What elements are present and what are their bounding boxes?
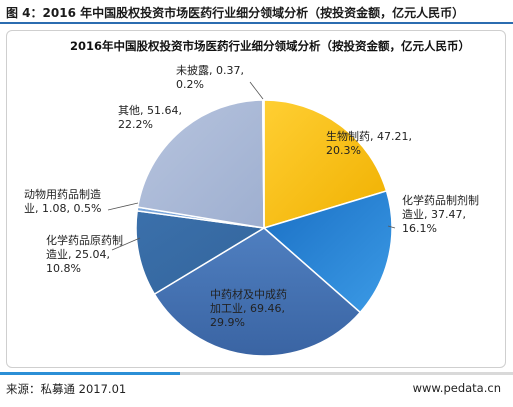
slice-label-4: 化学药品原药制造业, 25.04, 10.8% [46,233,123,275]
bottom-rule [0,372,513,375]
leader-line-5 [107,202,139,211]
pie-slice-6 [136,99,265,229]
source-note: 来源：私募通 2017.01 [6,382,127,396]
top-rule [0,22,513,24]
pie-slice-4 [135,209,267,296]
pie-slice-3 [153,227,362,357]
leader-line-7 [249,81,264,100]
website-link[interactable]: www.pedata.cn [412,381,501,395]
slice-label-7: 未披露, 0.37, 0.2% [176,63,244,91]
slice-label-2: 化学药品制剂制造业, 37.47, 16.1% [402,193,479,235]
slice-label-6: 其他, 51.64, 22.2% [118,104,182,131]
pie-slice-2 [262,190,393,314]
bottom-rule-accent [0,372,180,375]
chart-title: 2016年中国股权投资市场医药行业细分领域分析（按投资金额，亿元人民币） [69,39,470,53]
figure-title: 图 4：2016 年中国股权投资市场医药行业细分领域分析（按投资金额，亿元人民币… [6,6,465,20]
slice-label-5: 动物用药品制造业, 1.08, 0.5% [24,187,101,215]
slice-label-3: 中药材及中成药加工业, 69.46, 29.9% [210,287,287,329]
pie-slice-1 [263,99,388,230]
pie-slice-7 [261,99,265,229]
slice-label-1: 生物制药, 47.21, 20.3% [326,129,412,157]
leader-line-4 [111,237,141,251]
leader-line-2 [387,225,396,229]
